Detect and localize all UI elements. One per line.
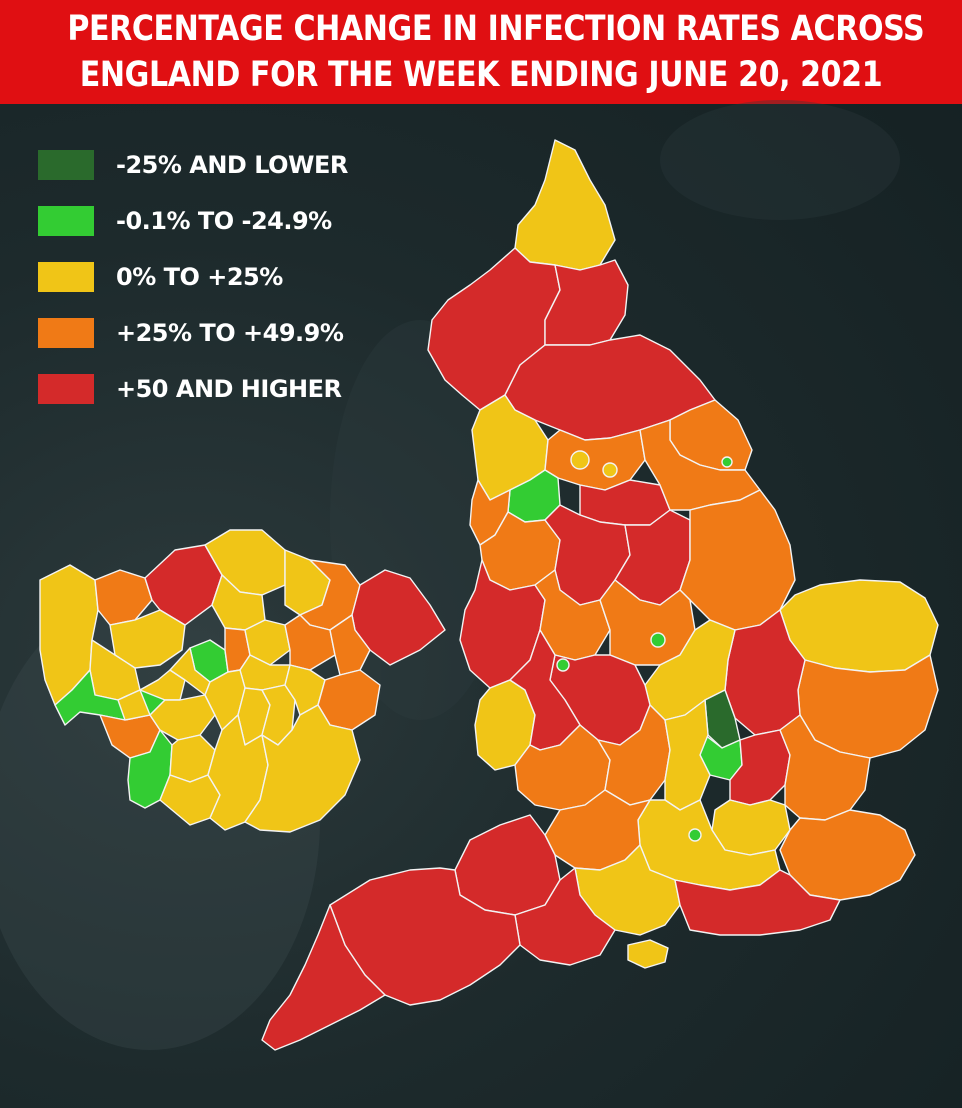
legend-label: +25% TO +49.9% <box>116 319 344 347</box>
borough-bromley[interactable] <box>244 704 361 833</box>
london-inset-map <box>39 529 446 833</box>
region-isle-of-wight[interactable] <box>627 939 669 969</box>
region-buckinghamshire[interactable] <box>664 699 711 811</box>
legend-item-small-increase: 0% TO +25% <box>38 249 398 305</box>
legend-label: +50 AND HIGHER <box>116 375 342 403</box>
legend-label: -0.1% TO -24.9% <box>116 207 332 235</box>
region-small-green-2[interactable] <box>556 658 570 672</box>
region-somerset[interactable] <box>454 814 561 916</box>
title-line-2: ENGLAND FOR THE WEEK ENDING JUNE 20, 202… <box>79 55 883 95</box>
legend-swatch <box>38 318 94 348</box>
legend-label: 0% TO +25% <box>116 263 283 291</box>
england-map <box>261 139 939 1051</box>
legend-swatch <box>38 206 94 236</box>
region-small-yellow-2[interactable] <box>602 462 618 478</box>
region-cornwall[interactable] <box>261 904 386 1051</box>
title-banner: PERCENTAGE CHANGE IN INFECTION RATES ACR… <box>0 0 962 104</box>
region-durham[interactable] <box>544 259 629 346</box>
legend-item-highest: +50 AND HIGHER <box>38 361 398 417</box>
legend-item-medium-increase: +25% TO +49.9% <box>38 305 398 361</box>
region-small-yellow-1[interactable] <box>570 450 590 470</box>
region-small-green-1[interactable] <box>650 632 666 648</box>
region-lincolnshire[interactable] <box>679 489 796 631</box>
region-northumberland[interactable] <box>514 139 616 271</box>
legend-item-decrease: -0.1% TO -24.9% <box>38 193 398 249</box>
region-sussex[interactable] <box>674 869 841 936</box>
region-small-green-4[interactable] <box>688 828 702 842</box>
legend: -25% AND LOWER -0.1% TO -24.9% 0% TO +25… <box>38 137 398 417</box>
borough-harrow[interactable] <box>94 569 153 626</box>
legend-swatch <box>38 262 94 292</box>
borough-thames-west[interactable] <box>117 689 151 721</box>
title-line-1: PERCENTAGE CHANGE IN INFECTION RATES ACR… <box>67 9 925 49</box>
region-staffordshire[interactable] <box>534 569 611 661</box>
borough-barking[interactable] <box>329 614 371 676</box>
legend-swatch <box>38 374 94 404</box>
legend-swatch <box>38 150 94 180</box>
legend-label: -25% AND LOWER <box>116 151 348 179</box>
legend-item-lowest: -25% AND LOWER <box>38 137 398 193</box>
region-small-green-3[interactable] <box>721 456 733 468</box>
